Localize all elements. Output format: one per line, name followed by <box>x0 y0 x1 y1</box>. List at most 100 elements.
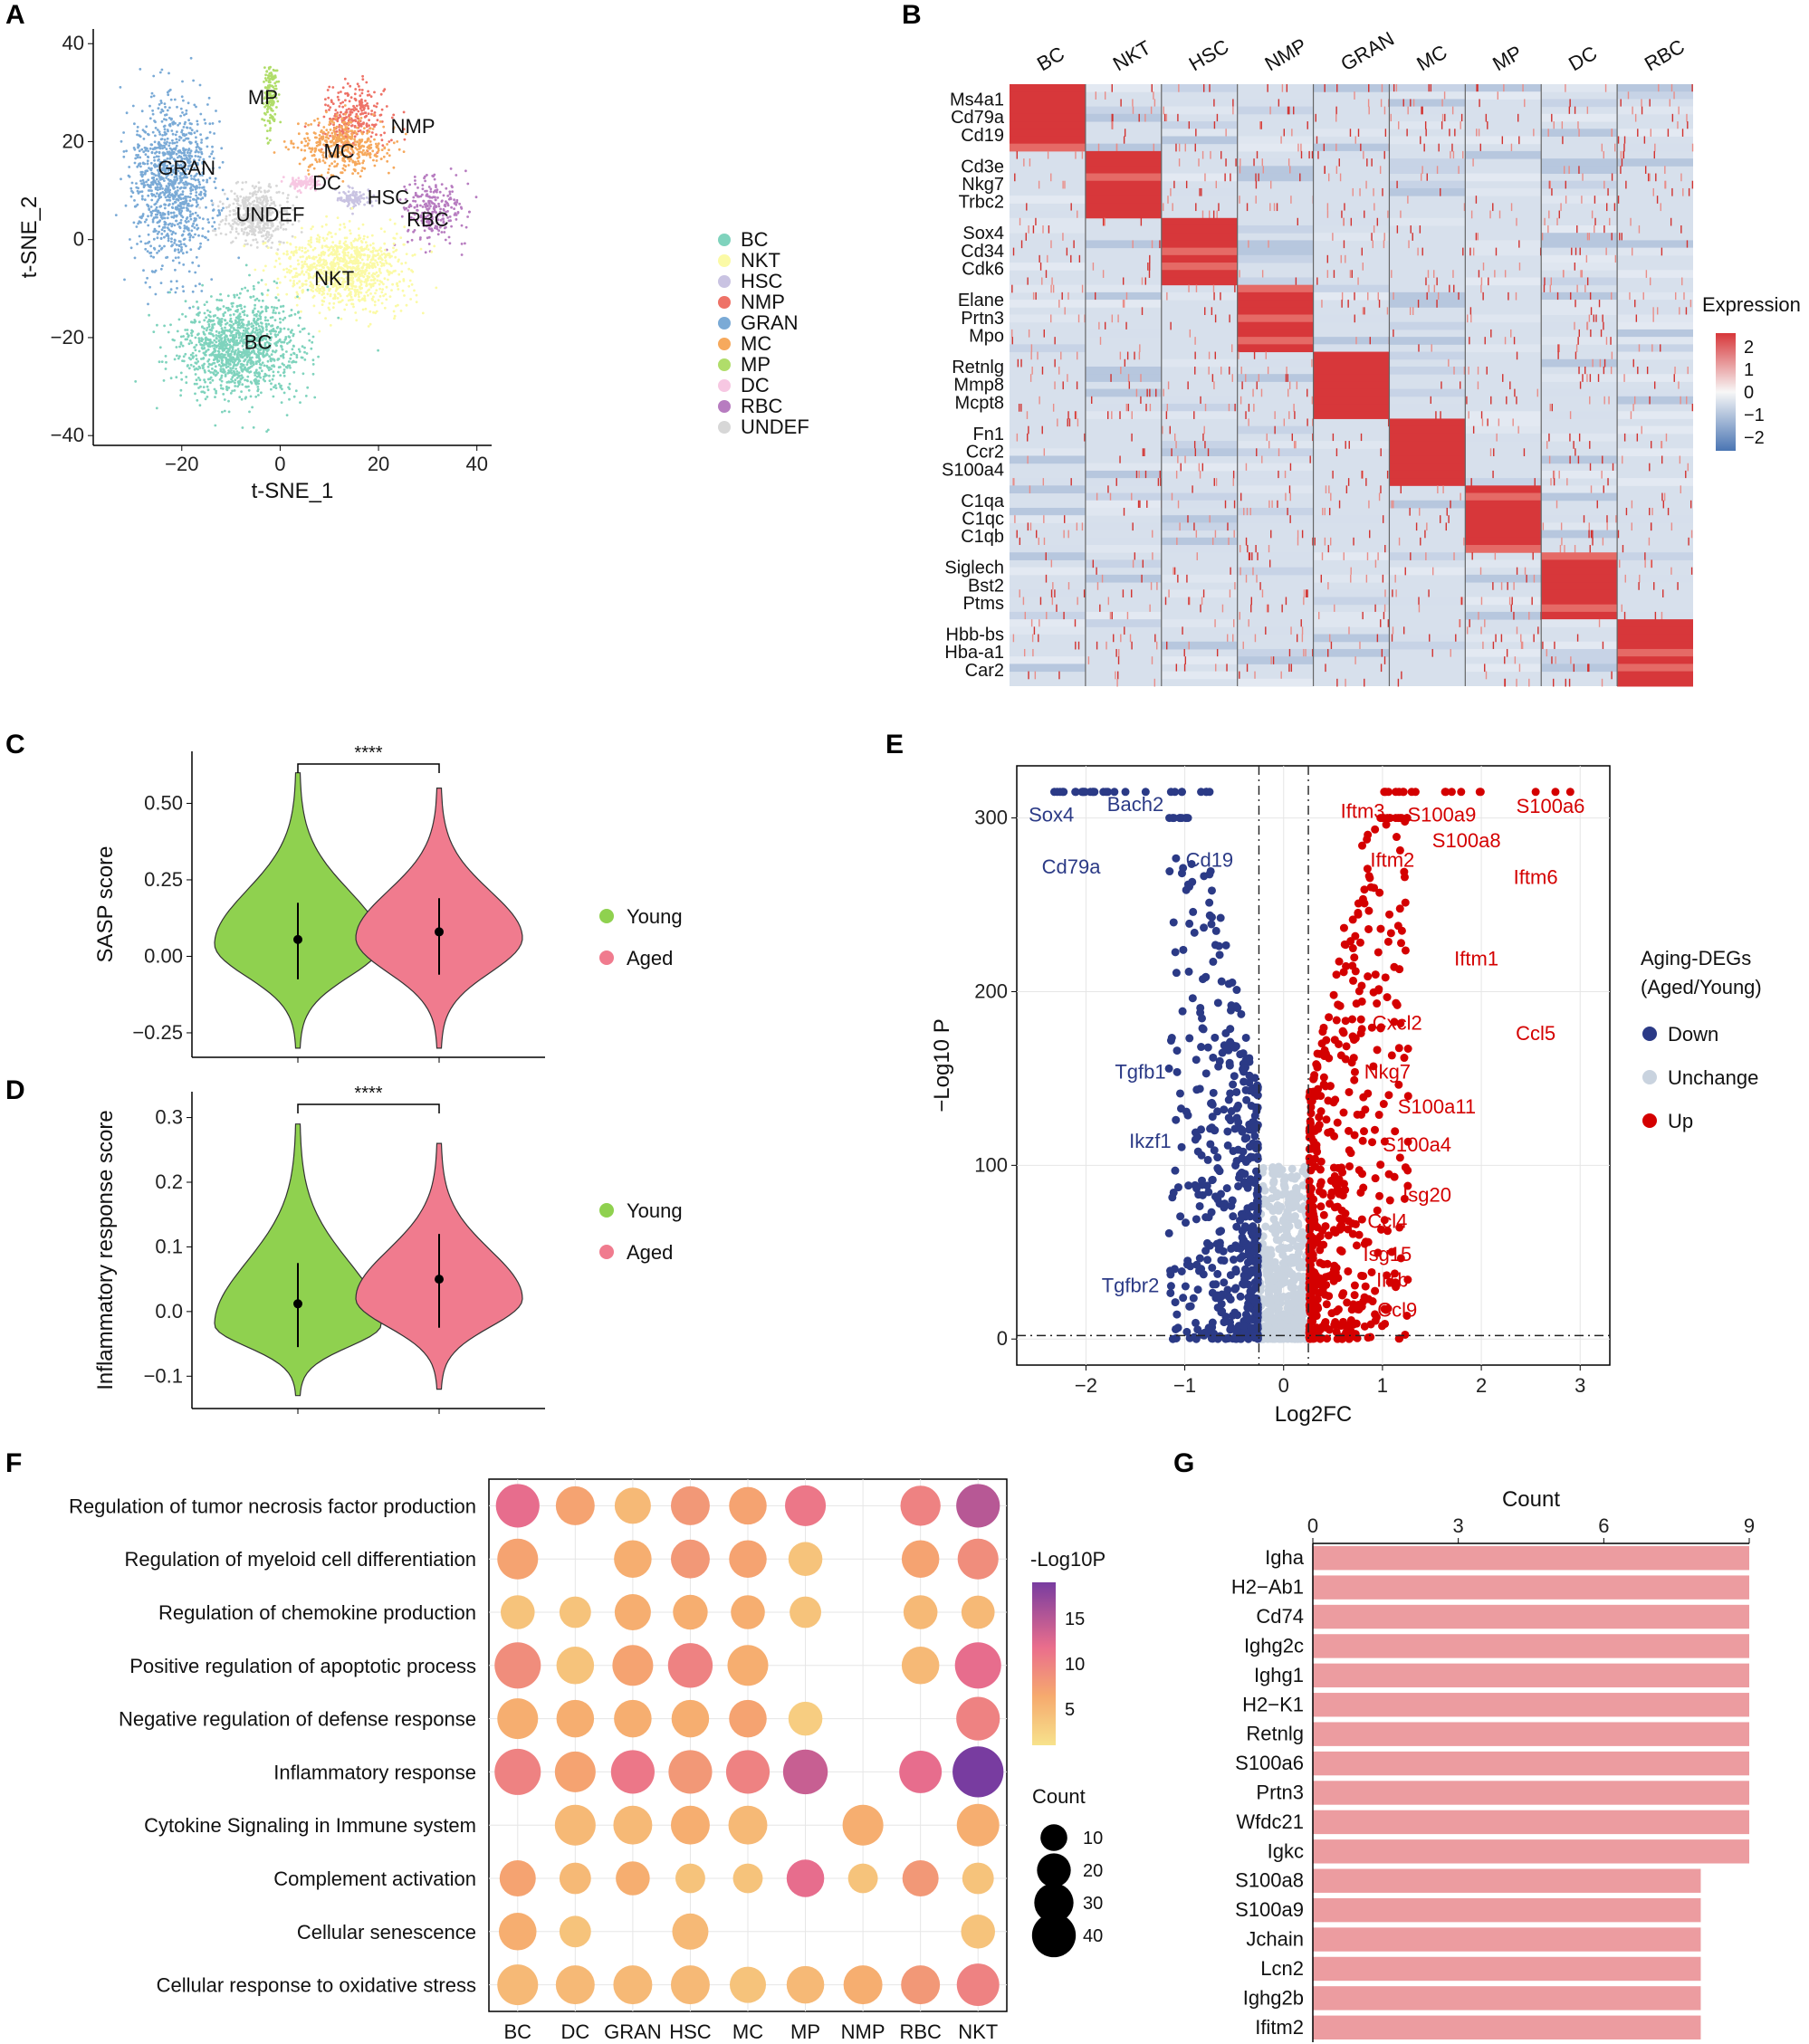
tsne-point <box>144 153 148 157</box>
tsne-point <box>272 229 275 233</box>
tsne-cluster-mc <box>273 104 407 183</box>
tsne-point <box>359 117 363 119</box>
tsne-point <box>382 125 386 129</box>
tsne-point <box>277 330 281 334</box>
tsne-point <box>266 76 270 80</box>
tsne-point <box>206 365 210 368</box>
tsne-point <box>163 324 167 328</box>
tsne-point <box>316 240 319 243</box>
tsne-point <box>160 119 164 123</box>
tsne-point <box>168 291 172 294</box>
tsne-point <box>197 180 201 184</box>
tsne-point <box>339 125 342 129</box>
tsne-point <box>178 345 181 349</box>
tsne-point <box>232 213 235 216</box>
tsne-point <box>215 110 217 112</box>
tsne-point <box>346 126 349 129</box>
tsne-point <box>233 295 236 299</box>
tsne-point <box>384 253 388 256</box>
tsne-point <box>405 253 408 255</box>
tsne-point <box>196 196 200 200</box>
tsne-point <box>235 339 238 342</box>
tsne-point <box>143 129 147 133</box>
tsne-point <box>224 310 227 314</box>
tsne-point <box>205 316 208 320</box>
tsne-point <box>237 383 241 387</box>
tsne-point <box>384 259 388 263</box>
tsne-point <box>254 360 258 364</box>
tsne-point <box>182 206 186 209</box>
tsne-point <box>259 376 263 379</box>
tsne-point <box>356 148 359 151</box>
tsne-point <box>149 186 152 189</box>
tsne-point <box>224 326 226 330</box>
tsne-point <box>167 213 170 216</box>
tsne-point <box>339 224 342 226</box>
tsne-point <box>306 132 309 136</box>
tsne-point <box>197 193 201 196</box>
tsne-point <box>148 147 152 150</box>
tsne-point <box>163 138 167 141</box>
tsne-point <box>442 194 445 197</box>
tsne-point <box>167 210 170 214</box>
tsne-point <box>353 160 357 164</box>
tsne-point <box>267 231 270 234</box>
tsne-point <box>236 348 240 350</box>
tsne-point <box>138 149 141 153</box>
tsne-point <box>413 289 416 292</box>
tsne-point <box>357 121 359 125</box>
tsne-point <box>201 347 205 350</box>
tsne-point <box>464 169 467 173</box>
tsne-point <box>178 121 182 125</box>
tsne-point <box>340 117 344 120</box>
tsne-point <box>189 248 193 252</box>
tsne-point <box>213 180 216 184</box>
tsne-point <box>171 132 175 136</box>
tsne-point <box>146 162 149 166</box>
tsne-point <box>276 293 280 296</box>
tsne-point <box>348 108 350 110</box>
tsne-point <box>272 93 275 97</box>
tsne-point <box>392 166 396 169</box>
tsne-point <box>373 164 377 167</box>
tsne-point <box>174 133 177 137</box>
tsne-point <box>273 112 277 116</box>
tsne-point <box>165 256 168 259</box>
tsne-point <box>344 112 347 116</box>
tsne-point <box>375 199 378 203</box>
tsne-point <box>159 282 163 284</box>
tsne-point <box>281 387 283 391</box>
tsne-point <box>359 191 361 194</box>
tsne-point <box>199 190 203 194</box>
tsne-point <box>341 158 345 162</box>
tsne-point <box>279 120 282 124</box>
tsne-point <box>427 243 431 245</box>
tsne-point <box>388 148 390 152</box>
tsne-point <box>153 156 156 159</box>
tsne-point <box>384 248 387 252</box>
tsne-point <box>384 292 388 296</box>
tsne-point <box>264 264 267 268</box>
tsne-point <box>276 286 279 290</box>
tsne-point <box>319 141 321 145</box>
tsne-point <box>178 211 181 215</box>
tsne-point <box>365 281 368 283</box>
tsne-point <box>177 248 180 252</box>
tsne-point <box>388 263 392 266</box>
tsne-point <box>171 141 175 145</box>
tsne-point <box>173 196 177 198</box>
tsne-point <box>141 170 144 174</box>
tsne-point <box>318 289 321 292</box>
tsne-point <box>368 244 372 247</box>
tsne-point <box>119 86 122 89</box>
tsne-point <box>353 140 357 143</box>
tsne-point <box>270 382 273 386</box>
tsne-point <box>211 229 215 233</box>
panel-letter-a: A <box>5 0 25 30</box>
tsne-point <box>177 240 181 243</box>
tsne-point <box>207 358 211 361</box>
tsne-point <box>218 200 222 204</box>
tsne-point <box>344 99 347 102</box>
tsne-point <box>273 358 276 361</box>
tsne-point <box>168 141 171 145</box>
